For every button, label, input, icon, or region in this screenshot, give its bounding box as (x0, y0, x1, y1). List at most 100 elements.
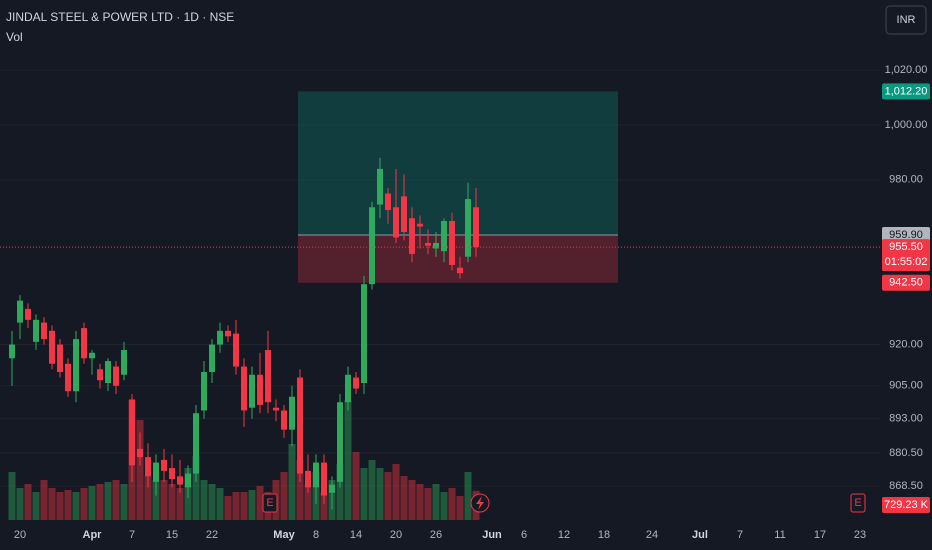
volume-bar (96, 484, 104, 520)
candle-body (65, 363, 71, 392)
candle-body (121, 350, 127, 375)
volume-bar (224, 496, 232, 520)
volume-bar (24, 484, 32, 520)
candle-body (441, 221, 447, 252)
x-tick-label: 11 (774, 529, 785, 541)
volume-bar (320, 492, 328, 520)
candle-body (57, 344, 63, 373)
candle-body (313, 462, 319, 488)
candle-body (193, 413, 199, 474)
volume-bar (432, 484, 440, 520)
volume-bar (368, 460, 376, 520)
candle-body (217, 330, 223, 345)
x-tick-label: 7 (129, 529, 135, 541)
volume-bar (408, 480, 416, 520)
y-tick-label: 920.00 (889, 338, 923, 350)
volume-bar (360, 468, 368, 520)
price-tag (882, 274, 930, 291)
volume-bar (16, 488, 24, 520)
x-tick-label: 24 (646, 529, 658, 541)
volume-bar (160, 480, 168, 520)
x-tick-label: 14 (350, 529, 362, 541)
y-tick-label: 1,000.00 (885, 119, 928, 131)
currency-label[interactable]: INR (897, 14, 916, 26)
candle-body (113, 366, 119, 386)
volume-bar (336, 464, 344, 520)
x-tick-label: 23 (854, 529, 866, 541)
volume-bar (208, 484, 216, 520)
volume-bar (144, 476, 152, 520)
candle-body (97, 369, 103, 381)
profit-zone (298, 91, 618, 236)
candle-body (129, 399, 135, 466)
candle-body (169, 468, 175, 480)
volume-bar (280, 472, 288, 520)
candle-body (297, 377, 303, 474)
candle-body (281, 410, 287, 430)
candle-body (337, 402, 343, 482)
currency-button[interactable] (885, 5, 927, 35)
volume-bar (104, 482, 112, 520)
earnings-marker[interactable] (262, 493, 278, 513)
volume-bar (120, 484, 128, 520)
candle-body (425, 242, 431, 246)
earnings-marker[interactable] (850, 493, 866, 513)
candle-body (369, 207, 375, 285)
volume-bar (8, 472, 16, 520)
volume-bar (48, 488, 56, 520)
volume-bar (352, 452, 360, 520)
candle-body (449, 221, 455, 265)
x-tick-label: 7 (737, 529, 743, 541)
candle-body (105, 361, 111, 383)
y-tick-label: 980.00 (889, 174, 923, 186)
candle-body (465, 199, 471, 257)
y-tick-label: 1,020.00 (885, 64, 928, 76)
loss-zone (298, 235, 618, 283)
x-tick-label: 6 (521, 529, 527, 541)
candle-body (33, 319, 39, 342)
price-tag (882, 83, 930, 100)
x-tick-label: Jun (482, 529, 502, 541)
volume-bar (288, 444, 296, 520)
x-tick-label: 26 (430, 529, 442, 541)
volume-bar (344, 400, 352, 520)
volume-bar (80, 488, 88, 520)
volume-bar (240, 492, 248, 520)
lightning-icon (476, 496, 484, 510)
volume-bar (136, 420, 144, 520)
earnings-label[interactable]: E (266, 497, 273, 509)
volume-bar (200, 480, 208, 520)
volume-bar (456, 496, 464, 520)
candle-body (41, 322, 47, 340)
candle-body (409, 218, 415, 254)
candle-body (9, 344, 15, 359)
candle-body (17, 300, 23, 323)
y-tick-label: 905.00 (889, 380, 923, 392)
candle-body (201, 372, 207, 411)
volume-bar (232, 492, 240, 520)
candle-body (265, 350, 271, 403)
candle-body (161, 459, 167, 471)
candle-body (305, 470, 311, 488)
volume-bar (304, 484, 312, 520)
x-tick-label: 20 (14, 529, 26, 541)
candle-body (353, 377, 359, 389)
candle-body (145, 457, 151, 477)
candle-body (209, 344, 215, 373)
volume-tag (882, 497, 930, 513)
candle-body (153, 462, 159, 482)
earnings-label[interactable]: E (854, 497, 861, 509)
candle-body (185, 473, 191, 488)
volume-bar (112, 480, 120, 520)
volume-bar (152, 480, 160, 520)
chart-title: JINDAL STEEL & POWER LTD · 1D · NSE (6, 10, 234, 24)
x-tick-label: 18 (598, 529, 610, 541)
volume-bar (248, 490, 256, 520)
candle-body (273, 407, 279, 411)
candle-body (473, 207, 479, 248)
price-tag-label: 955.50 (889, 241, 923, 253)
volume-bar (192, 456, 200, 520)
candle-body (73, 339, 79, 392)
